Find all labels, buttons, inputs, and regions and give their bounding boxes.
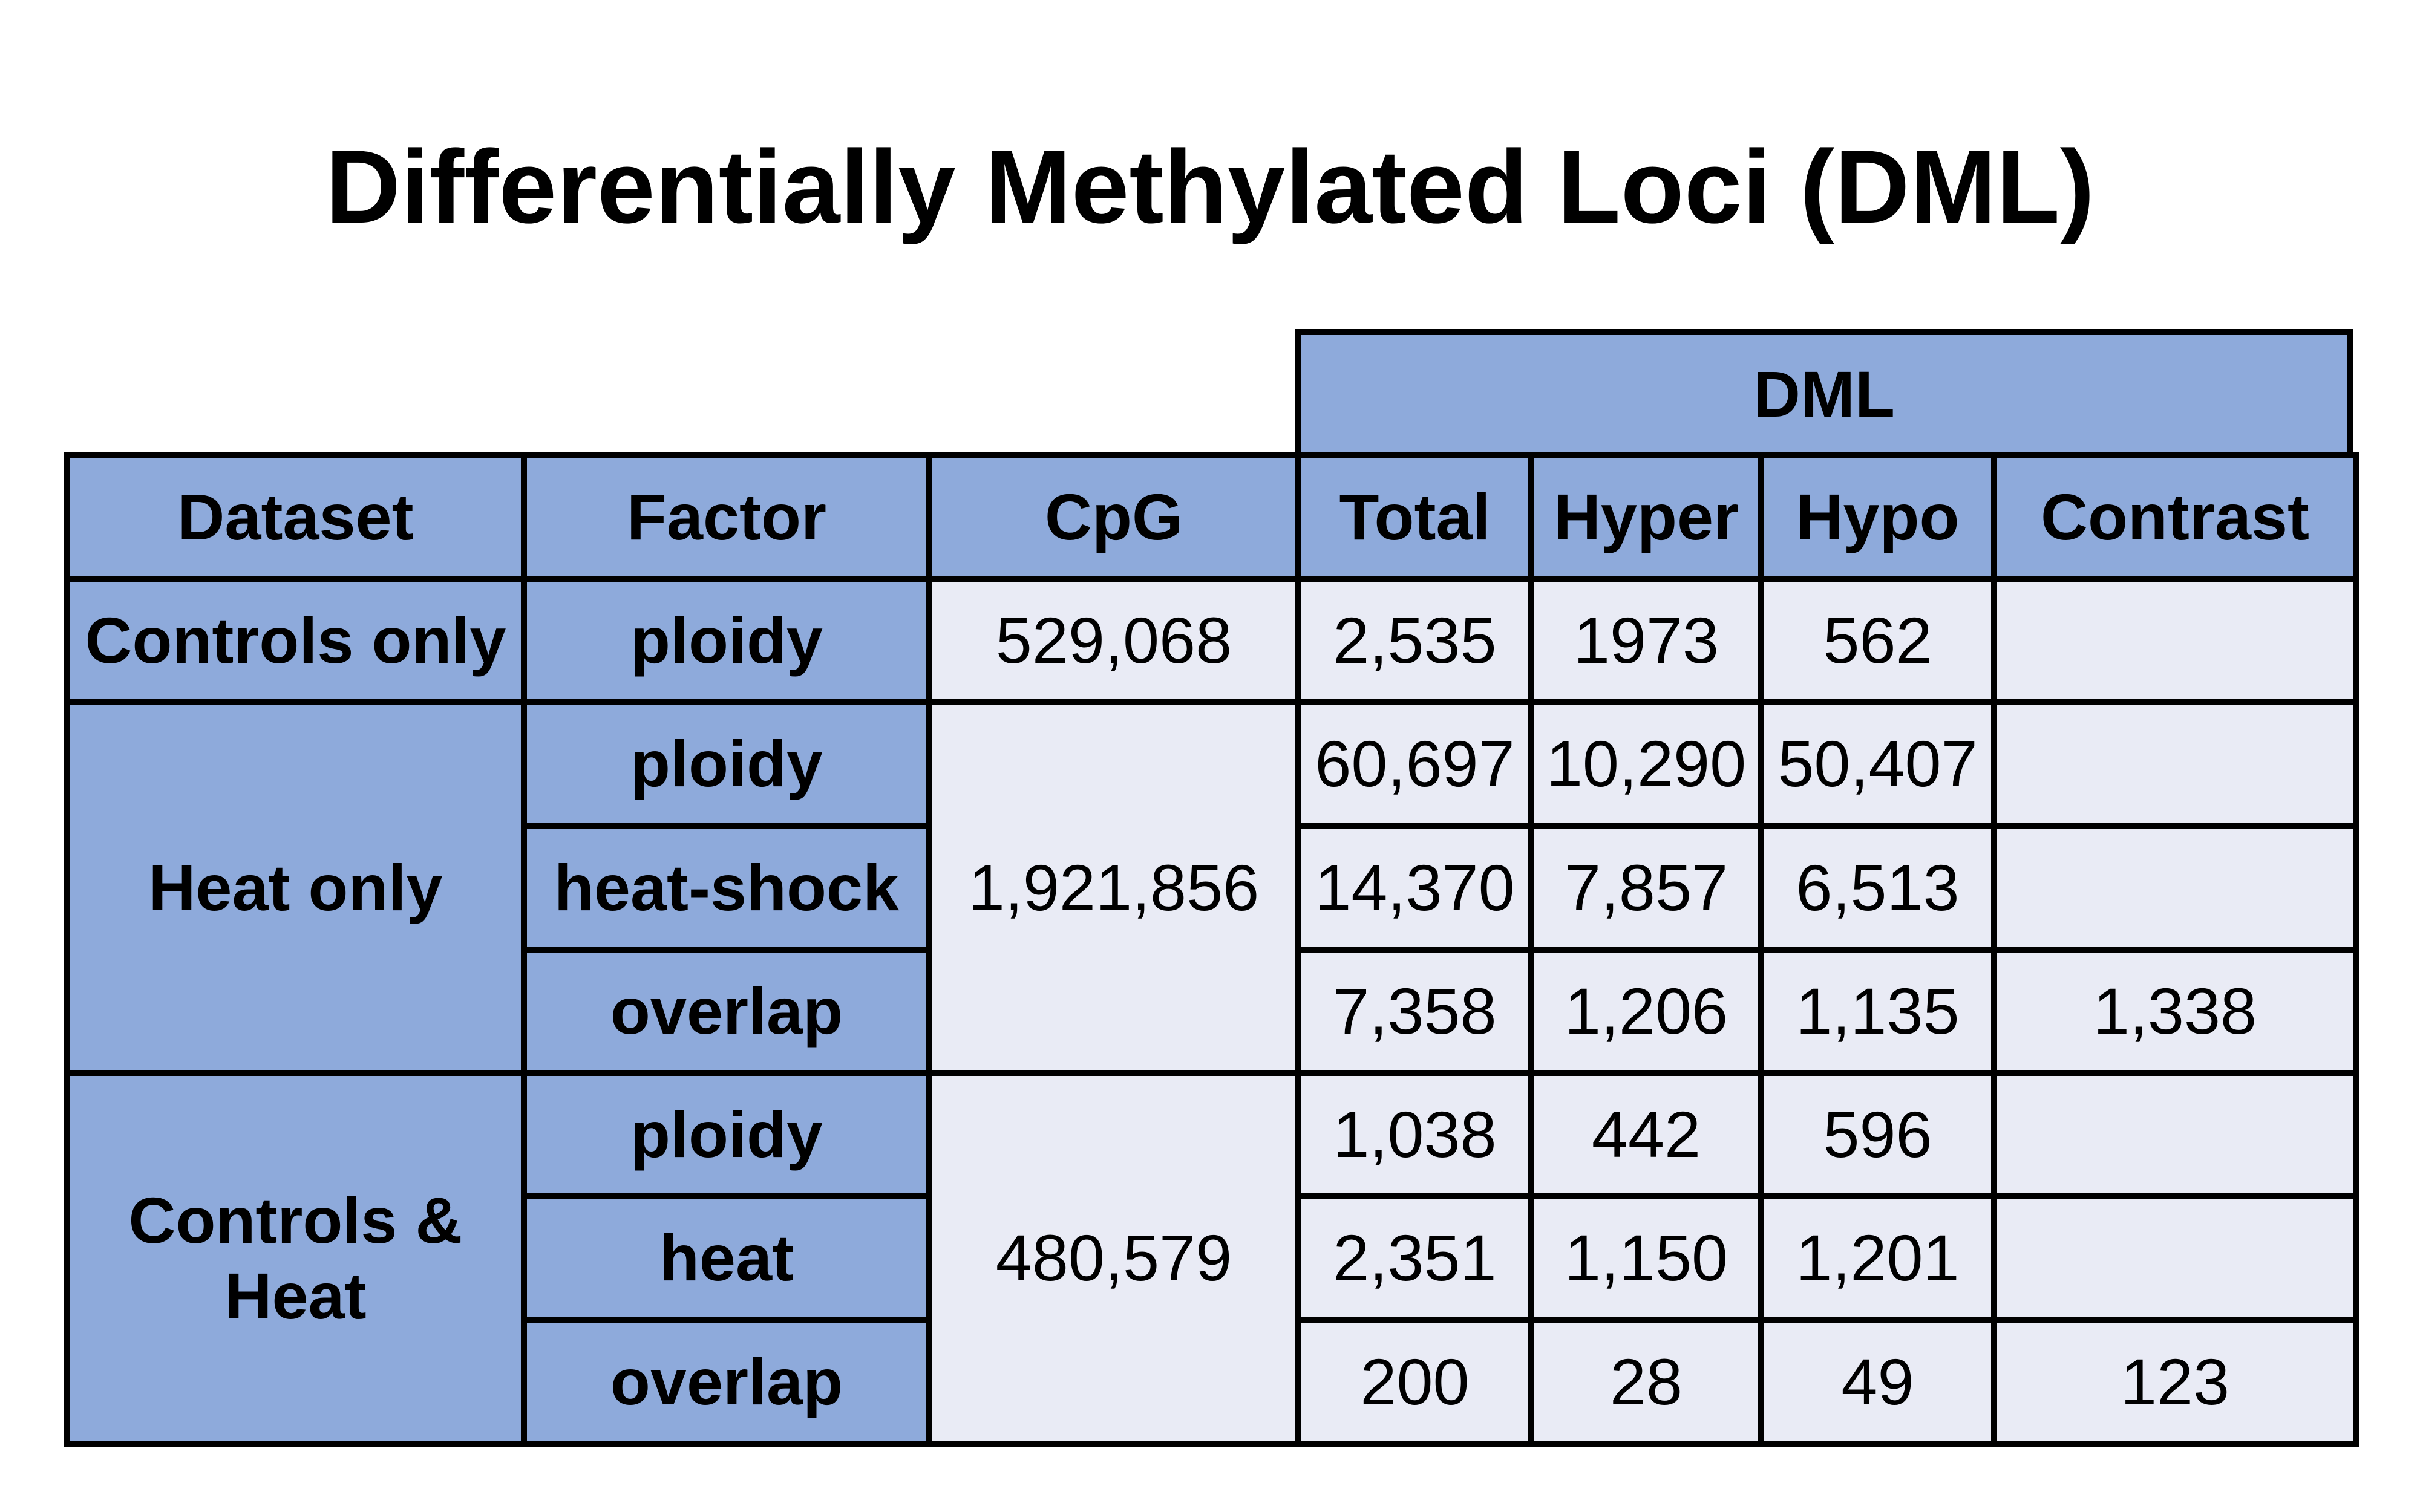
total-cell: 1,038 (1295, 1070, 1534, 1200)
hyper-cell: 1,150 (1528, 1193, 1764, 1323)
total-cell: 60,697 (1295, 699, 1534, 829)
column-header-cpg: CpG (926, 452, 1301, 582)
factor-cell: ploidy (521, 575, 932, 706)
contrast-cell (1991, 699, 2359, 829)
contrast-cell (1991, 575, 2359, 706)
column-header-dataset: Dataset (64, 452, 527, 582)
hypo-cell: 1,201 (1758, 1193, 1997, 1323)
contrast-cell (1991, 1070, 2359, 1200)
hypo-cell: 6,513 (1758, 823, 1997, 953)
column-header-total: Total (1295, 452, 1534, 582)
hypo-cell: 1,135 (1758, 946, 1997, 1077)
total-cell: 200 (1295, 1317, 1534, 1447)
total-cell: 2,535 (1295, 575, 1534, 706)
hyper-cell: 442 (1528, 1070, 1764, 1200)
hypo-cell: 562 (1758, 575, 1997, 706)
page-title: Differentially Methylated Loci (DML) (325, 129, 2095, 245)
cpg-cell: 480,579 (926, 1070, 1301, 1447)
total-cell: 7,358 (1295, 946, 1534, 1077)
cpg-cell: 529,068 (926, 575, 1301, 706)
hypo-cell: 596 (1758, 1070, 1997, 1200)
total-cell: 2,351 (1295, 1193, 1534, 1323)
hypo-cell: 50,407 (1758, 699, 1997, 829)
table-row: Controls & Heat ploidy 480,579 1,038 442… (64, 1070, 2359, 1447)
factor-cell: ploidy (521, 1070, 932, 1200)
hyper-cell: 7,857 (1528, 823, 1764, 953)
contrast-cell: 123 (1991, 1317, 2359, 1447)
column-header-factor: Factor (521, 452, 932, 582)
dml-group-header: DML (1295, 329, 2353, 452)
factor-cell: heat (521, 1193, 932, 1323)
column-header-row: Dataset Factor CpG Total Hyper Hypo Cont… (64, 452, 2359, 582)
factor-cell: overlap (521, 1317, 932, 1447)
dml-table: Dataset Factor CpG Total Hyper Hypo Cont… (64, 452, 2359, 1447)
hyper-cell: 1,206 (1528, 946, 1764, 1077)
dataset-cell: Controls & Heat (64, 1070, 527, 1447)
factor-cell: heat-shock (521, 823, 932, 953)
cpg-cell: 1,921,856 (926, 699, 1301, 1077)
table-row: heat 2,351 1,150 1,201 (67, 1193, 2359, 1323)
total-cell: 14,370 (1295, 823, 1534, 953)
column-header-hypo: Hypo (1758, 452, 1997, 582)
contrast-cell: 1,338 (1991, 946, 2359, 1077)
table-row: Heat only ploidy 1,921,856 60,697 10,290… (64, 699, 2359, 1077)
column-header-contrast: Contrast (1991, 452, 2359, 582)
table-row: overlap 7,358 1,206 1,135 1,338 (67, 946, 2359, 1077)
hyper-cell: 28 (1528, 1317, 1764, 1447)
table-row: Controls only ploidy 529,068 2,535 1973 … (64, 575, 2359, 706)
hyper-cell: 1973 (1528, 575, 1764, 706)
table-row: overlap 200 28 49 123 (67, 1317, 2359, 1447)
factor-cell: ploidy (521, 699, 932, 829)
dataset-cell: Controls only (64, 575, 527, 706)
contrast-cell (1991, 1193, 2359, 1323)
dataset-cell: Heat only (64, 699, 527, 1077)
column-header-hyper: Hyper (1528, 452, 1764, 582)
hypo-cell: 49 (1758, 1317, 1997, 1447)
contrast-cell (1991, 823, 2359, 953)
hyper-cell: 10,290 (1528, 699, 1764, 829)
factor-cell: overlap (521, 946, 932, 1077)
table-row: heat-shock 14,370 7,857 6,513 (67, 823, 2359, 953)
